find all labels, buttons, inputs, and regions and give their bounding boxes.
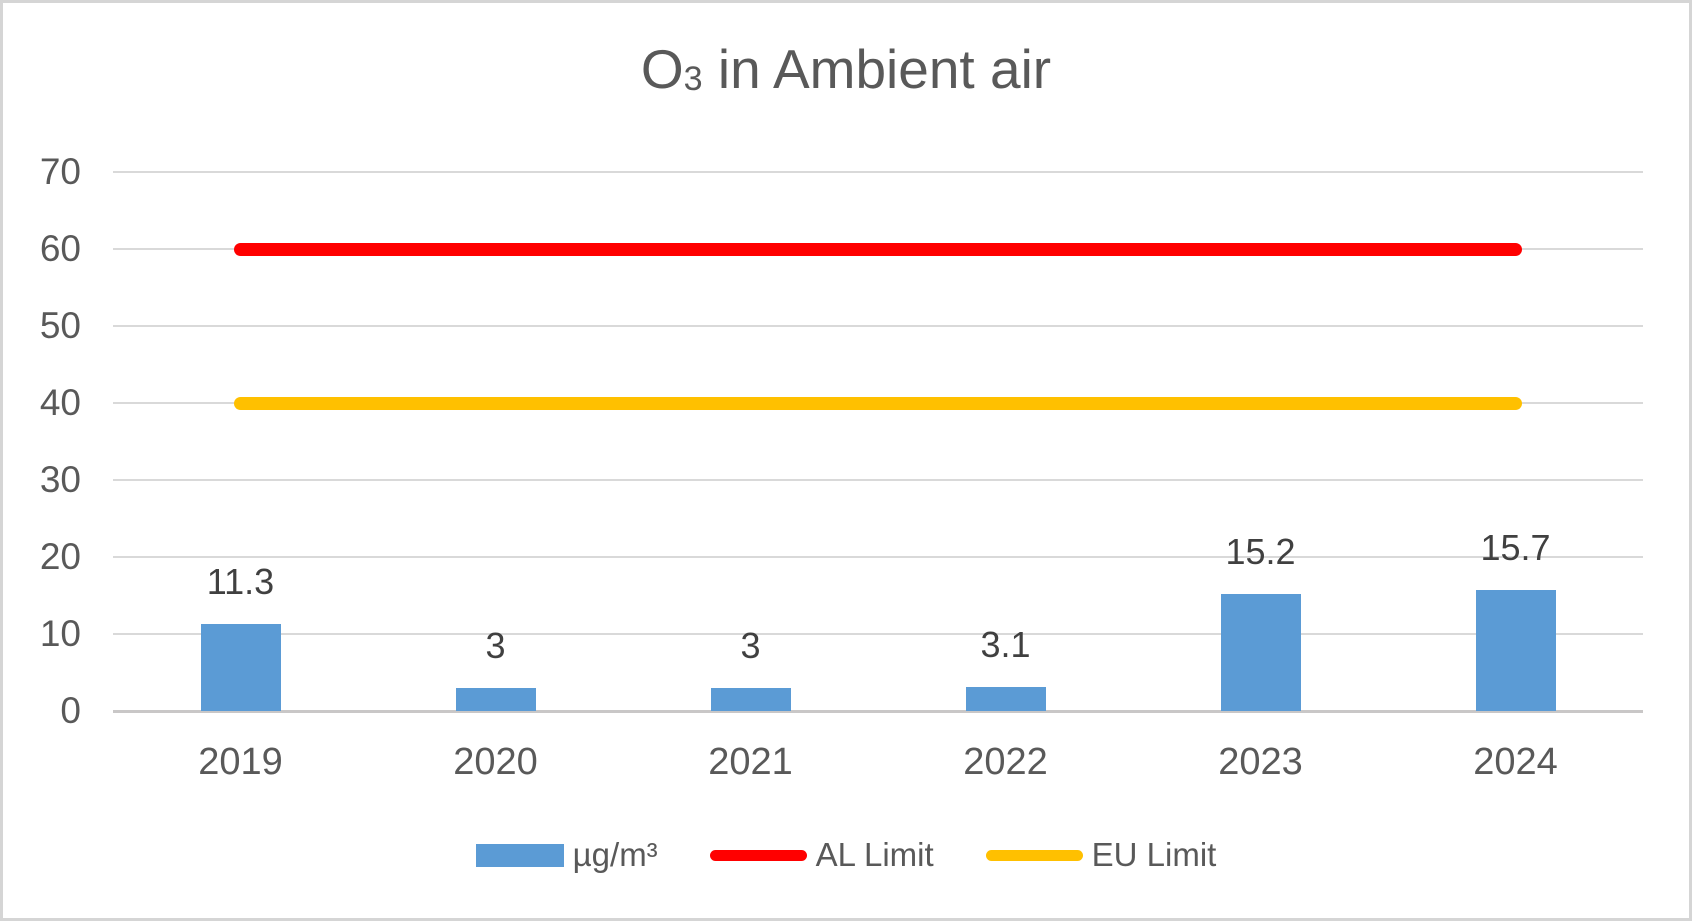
gridline-50: [113, 325, 1643, 327]
y-tick-label-20: 20: [39, 536, 81, 577]
plot-area: 0 10 20 30 40 50 60 70 11.3 2019 3 2020 3 2021 3.1 2022…: [3, 3, 1689, 918]
bar-value-label-2021: 3: [740, 625, 761, 666]
x-tick-label-2019: 2019: [198, 741, 283, 783]
legend-label-eu-limit: EU Limit: [1091, 836, 1217, 873]
bar-value-label-2019: 11.3: [206, 561, 275, 602]
al-limit-line: [234, 242, 1522, 256]
gridline-10: [113, 633, 1643, 635]
y-tick-label-70: 70: [39, 151, 81, 192]
x-tick-label-2024: 2024: [1473, 741, 1558, 783]
bar-2021: [710, 688, 791, 711]
bar-value-label-2020: 3: [485, 625, 506, 666]
bar-2019: [200, 624, 281, 711]
legend-al-limit-line-icon: [709, 849, 807, 861]
y-tick-label-60: 60: [39, 228, 81, 269]
legend-label-al-limit: AL Limit: [815, 836, 934, 873]
chart-title-prefix: O: [640, 38, 684, 100]
chart-title: O3 in Ambient air: [3, 37, 1689, 101]
legend-eu-limit-line-icon: [985, 849, 1083, 861]
legend-item-eu-limit: EU Limit: [985, 836, 1217, 874]
legend-label-ug-m3: µg/m³: [572, 836, 658, 873]
x-tick-label-2021: 2021: [708, 741, 793, 783]
y-tick-label-40: 40: [39, 382, 81, 423]
bar-value-label-2023: 15.2: [1225, 531, 1296, 572]
bar-value-label-2024: 15.7: [1480, 527, 1551, 568]
eu-limit-line: [234, 396, 1522, 410]
x-axis-line: [113, 710, 1643, 713]
y-tick-label-10: 10: [39, 613, 81, 654]
y-tick-label-0: 0: [60, 690, 81, 731]
legend-bar-swatch-icon: [475, 843, 564, 867]
bar-2020: [455, 688, 536, 711]
y-tick-label-50: 50: [39, 305, 81, 346]
bar-2022: [965, 687, 1046, 711]
gridline-20: [113, 556, 1643, 558]
chart-title-subscript: 3: [683, 59, 703, 98]
x-tick-label-2023: 2023: [1218, 741, 1303, 783]
legend-item-al-limit: AL Limit: [709, 836, 934, 874]
x-tick-label-2020: 2020: [453, 741, 538, 783]
bar-2023: [1220, 594, 1301, 711]
gridline-70: [113, 171, 1643, 173]
gridline-30: [113, 479, 1643, 481]
chart-title-rest: in Ambient air: [702, 38, 1052, 100]
legend-item-ug-m3: µg/m³: [475, 836, 658, 874]
legend: µg/m³ AL Limit EU Limit: [3, 836, 1689, 874]
y-tick-label-30: 30: [39, 459, 81, 500]
x-tick-label-2022: 2022: [963, 741, 1048, 783]
bar-value-label-2022: 3.1: [980, 624, 1031, 665]
bar-2024: [1475, 590, 1556, 711]
